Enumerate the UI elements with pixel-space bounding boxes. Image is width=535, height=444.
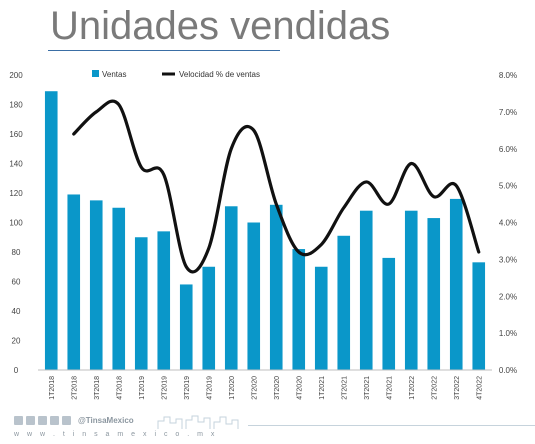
x-tick-label: 1T2022 <box>409 376 416 400</box>
x-tick-label: 3T2021 <box>364 376 371 400</box>
x-tick-label: 1T2020 <box>229 376 236 400</box>
bar-1T2020 <box>224 206 238 370</box>
social-handle[interactable]: @TinsaMexico <box>78 416 134 425</box>
x-tick-label: 2T2018 <box>71 376 78 400</box>
linkedin-icon[interactable] <box>50 416 59 425</box>
twitter-icon[interactable] <box>26 416 35 425</box>
legend-label-ventas: Ventas <box>102 70 126 79</box>
legend-swatch-ventas <box>92 70 99 77</box>
x-tick-label: 3T2022 <box>454 376 461 400</box>
bar-1T2022 <box>404 210 418 370</box>
square-icon[interactable] <box>14 416 23 425</box>
x-tick-label: 2T2020 <box>251 376 258 400</box>
bar-4T2020 <box>292 249 306 370</box>
website-url[interactable]: w w w . t i n s a m e x i c o . m x <box>14 431 218 438</box>
bar-1T2019 <box>134 237 148 370</box>
x-tick-label: 2T2019 <box>161 376 168 400</box>
y-left-tick: 120 <box>9 189 23 198</box>
chart-legend: Ventas Velocidad % de ventas <box>92 70 260 79</box>
bar-3T2019 <box>179 284 193 370</box>
bar-4T2018 <box>112 207 126 370</box>
footer-rule <box>248 425 535 426</box>
bar-3T2021 <box>359 210 373 370</box>
y-left-tick: 140 <box>9 160 23 169</box>
skyline-icon <box>157 415 239 429</box>
x-tick-label: 4T2020 <box>296 376 303 400</box>
bar-4T2022 <box>472 262 486 370</box>
x-tick-label: 2T2021 <box>341 376 348 400</box>
y-left-tick: 40 <box>12 307 21 316</box>
x-tick-label: 2T2022 <box>431 376 438 400</box>
y-right-tick: 3.0% <box>499 255 517 264</box>
x-tick-label: 4T2022 <box>476 376 483 400</box>
bar-1T2021 <box>314 266 328 370</box>
email-icon[interactable] <box>62 416 71 425</box>
bar-3T2020 <box>269 204 283 370</box>
social-links: @TinsaMexico <box>14 416 134 425</box>
y-right-tick: 0.0% <box>499 366 517 375</box>
y-left-tick: 80 <box>12 248 21 257</box>
y-right-tick: 7.0% <box>499 108 517 117</box>
x-tick-label: 1T2021 <box>319 376 326 400</box>
title-underline <box>48 50 280 51</box>
y-left-tick: 180 <box>9 101 23 110</box>
y-left-tick: 20 <box>12 337 21 346</box>
bar-2T2021 <box>337 235 351 370</box>
y-right-tick: 6.0% <box>499 145 517 154</box>
x-tick-label: 1T2018 <box>49 376 56 400</box>
y-left-tick: 200 <box>9 71 23 80</box>
footer: @TinsaMexico w w w . t i n s a m e x i c… <box>8 414 535 444</box>
y-right-tick: 5.0% <box>499 182 517 191</box>
legend-label-velocidad: Velocidad % de ventas <box>179 70 260 79</box>
y-left-tick: 160 <box>9 130 23 139</box>
page-title: Unidades vendidas <box>50 4 391 48</box>
y-right-tick: 1.0% <box>499 329 517 338</box>
x-tick-label: 4T2019 <box>206 376 213 400</box>
y-right-tick: 4.0% <box>499 219 517 228</box>
x-tick-label: 4T2021 <box>386 376 393 400</box>
y-right-tick: 2.0% <box>499 292 517 301</box>
x-tick-label: 3T2020 <box>274 376 281 400</box>
bar-2T2022 <box>427 218 441 370</box>
bar-4T2019 <box>202 266 216 370</box>
y-left-tick: 0 <box>14 366 19 375</box>
bar-3T2022 <box>449 198 463 370</box>
bar-2T2018 <box>67 194 81 370</box>
x-tick-label: 4T2018 <box>116 376 123 400</box>
facebook-icon[interactable] <box>38 416 47 425</box>
bar-3T2018 <box>89 200 103 370</box>
y-left-tick: 100 <box>9 219 23 228</box>
x-tick-label: 3T2019 <box>184 376 191 400</box>
y-right-tick: 8.0% <box>499 71 517 80</box>
bar-2T2019 <box>157 231 171 370</box>
bar-2T2020 <box>247 222 261 370</box>
x-tick-label: 1T2019 <box>139 376 146 400</box>
bar-1T2018 <box>44 91 58 370</box>
y-left-tick: 60 <box>12 278 21 287</box>
sales-chart: Ventas Velocidad % de ventas 0 20 40 60 80 10… <box>9 70 517 400</box>
x-tick-label: 3T2018 <box>94 376 101 400</box>
velocity-line <box>72 99 481 274</box>
bar-4T2021 <box>382 257 396 370</box>
